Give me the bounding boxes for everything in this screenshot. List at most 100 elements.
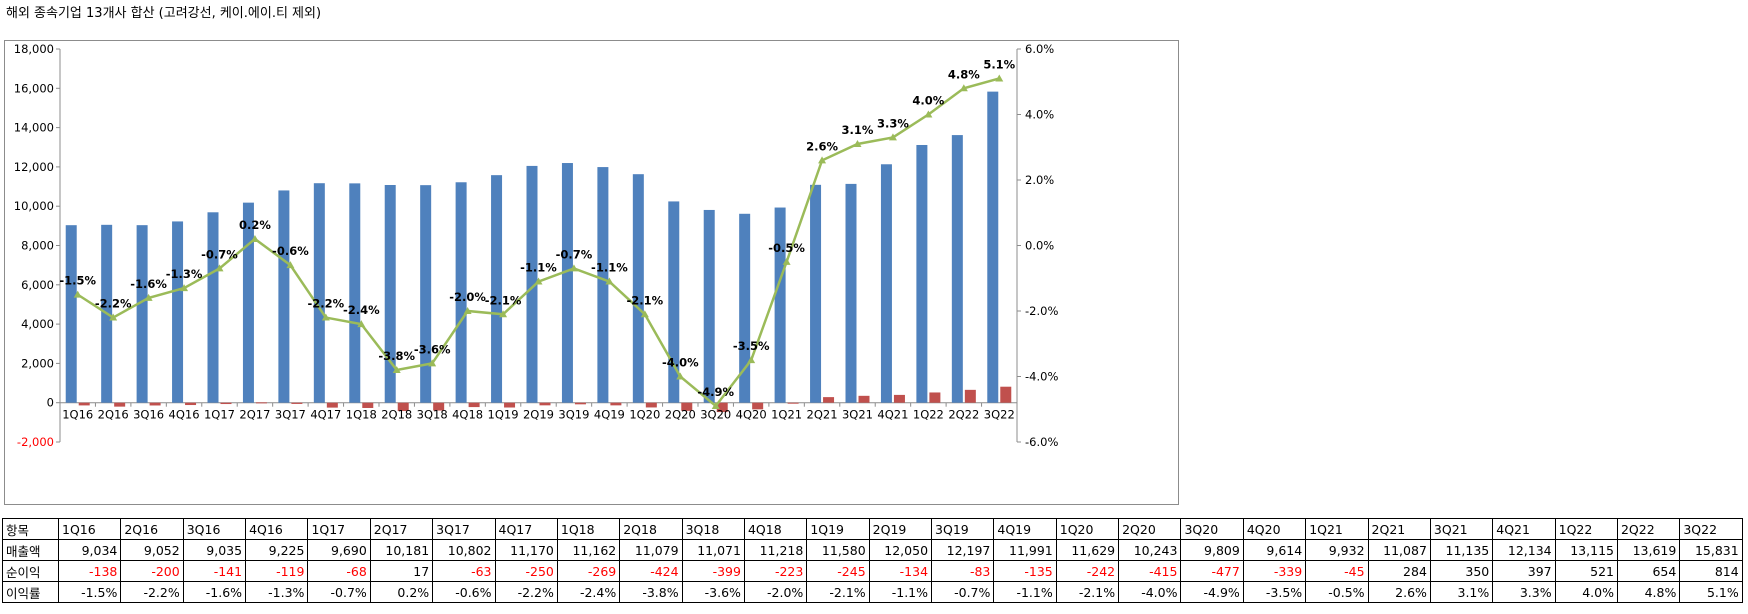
table-cell: 15,831	[1679, 539, 1743, 561]
table-cell: 5.1%	[1679, 581, 1743, 603]
table-cell: -424	[619, 560, 683, 582]
table-cell: -1.1%	[993, 581, 1057, 603]
table-header-cell: 1Q17	[307, 518, 371, 540]
sales-bar	[916, 144, 928, 403]
margin-data-label: 0.2%	[239, 218, 271, 232]
table-cell: -242	[1055, 560, 1120, 582]
table-header-cell: 1Q20	[1055, 518, 1120, 540]
margin-data-label: -0.7%	[556, 247, 593, 261]
table-header-cell: 2Q17	[369, 518, 434, 540]
margin-data-label: -2.4%	[343, 303, 380, 317]
margin-data-label: -2.0%	[449, 290, 486, 304]
table-cell: -2.2%	[120, 581, 184, 603]
table-header-cell: 3Q19	[931, 518, 995, 540]
table-cell: 9,034	[57, 539, 122, 561]
table-row-label: 매출액	[2, 539, 59, 561]
table-cell: 814	[1679, 560, 1743, 582]
table-cell: 11,071	[681, 539, 745, 561]
table-cell: 12,197	[931, 539, 995, 561]
table-cell: -1.1%	[868, 581, 933, 603]
table-cell: -0.5%	[1305, 581, 1369, 603]
margin-marker	[499, 310, 508, 318]
table-cell: -134	[868, 560, 933, 582]
net-income-bar	[362, 402, 374, 408]
table-header-cell: 4Q20	[1242, 518, 1307, 540]
table-cell: 9,690	[307, 539, 371, 561]
margin-marker	[109, 313, 118, 321]
table-header-cell: 2Q20	[1118, 518, 1182, 540]
sales-bar	[349, 183, 361, 403]
table-cell: -2.1%	[806, 581, 870, 603]
table-cell: 284	[1367, 560, 1431, 582]
table-header-cell: 3Q21	[1429, 518, 1494, 540]
net-income-bar	[78, 402, 90, 406]
combo-chart: -2,000 0 2,000 4,000 6,000 8,000 10,000 12,000 1…	[14, 42, 1059, 449]
left-tick-label: 12,000	[14, 160, 54, 174]
table-cell: -141	[182, 560, 247, 582]
margin-data-label: -4.0%	[662, 356, 699, 370]
left-tick-label: 10,000	[14, 199, 54, 213]
table-header-cell: 2Q19	[868, 518, 933, 540]
net-income-bar	[185, 402, 197, 406]
table-cell: -45	[1305, 560, 1369, 582]
table-cell: -0.7%	[931, 581, 995, 603]
right-tick-label: 0.0%	[1025, 239, 1054, 253]
table-header-cell: 1Q21	[1305, 518, 1369, 540]
margin-marker	[569, 264, 578, 272]
left-tick-label: 2,000	[21, 356, 54, 370]
table-cell: -63	[432, 560, 496, 582]
sales-bar	[526, 165, 538, 403]
category-label: 3Q21	[842, 408, 873, 422]
sales-bar	[278, 190, 290, 403]
category-label: 4Q17	[310, 408, 341, 422]
margin-marker	[640, 310, 649, 318]
margin-data-label: 3.1%	[842, 123, 874, 137]
category-label: 2Q18	[381, 408, 412, 422]
table-header-cell: 4Q19	[993, 518, 1057, 540]
category-label: 1Q21	[771, 408, 802, 422]
right-tick-label: 4.0%	[1025, 108, 1054, 122]
sales-bar	[172, 221, 184, 403]
net-income-bar	[964, 389, 976, 403]
margin-marker	[853, 139, 862, 147]
net-income-bar	[149, 402, 161, 406]
margin-data-label: 3.3%	[877, 116, 909, 130]
category-label: 1Q18	[346, 408, 377, 422]
table-cell: 3.1%	[1429, 581, 1494, 603]
table-row: 매출액 9,034 9,052 9,035 9,225 9,690 10,181 10,802…	[2, 539, 1743, 561]
table-header-cell: 1Q22	[1554, 518, 1618, 540]
left-tick-label: 8,000	[21, 239, 54, 253]
sales-bar	[242, 202, 254, 403]
net-income-bar	[220, 402, 232, 405]
category-label: 4Q21	[877, 408, 908, 422]
table-cell: 11,087	[1367, 539, 1431, 561]
category-label: 2Q16	[98, 408, 129, 422]
net-income-bar	[610, 402, 622, 406]
margin-data-label: -1.6%	[130, 277, 167, 291]
table-header-cell: 항목	[2, 518, 59, 540]
net-income-bar	[539, 402, 551, 406]
left-tick-label: -2,000	[17, 435, 54, 449]
margin-marker	[676, 372, 685, 380]
sales-bar	[668, 201, 680, 403]
margin-data-label: -2.2%	[95, 297, 132, 311]
table-cell: 10,243	[1118, 539, 1182, 561]
category-label: 3Q17	[275, 408, 306, 422]
table-header-cell: 3Q17	[432, 518, 496, 540]
table-cell: 11,170	[494, 539, 558, 561]
margin-data-label: 4.0%	[912, 94, 944, 108]
table-row: 순이익 -138 -200 -141 -119 -68 17 -63 -250 -269 -424-…	[2, 560, 1743, 582]
margin-marker	[959, 84, 968, 92]
table-cell: -119	[245, 560, 309, 582]
sales-bar	[774, 207, 786, 403]
net-income-bar	[433, 402, 445, 411]
sales-bar	[491, 175, 503, 403]
table-cell: -0.6%	[432, 581, 496, 603]
table-cell: 350	[1429, 560, 1494, 582]
margin-data-label: -3.5%	[733, 339, 770, 353]
table-cell: -138	[57, 560, 122, 582]
margin-data-label: -1.3%	[166, 267, 203, 281]
category-label: 3Q19	[558, 408, 589, 422]
sales-bar	[65, 225, 77, 403]
margin-data-label: -1.1%	[520, 261, 557, 275]
